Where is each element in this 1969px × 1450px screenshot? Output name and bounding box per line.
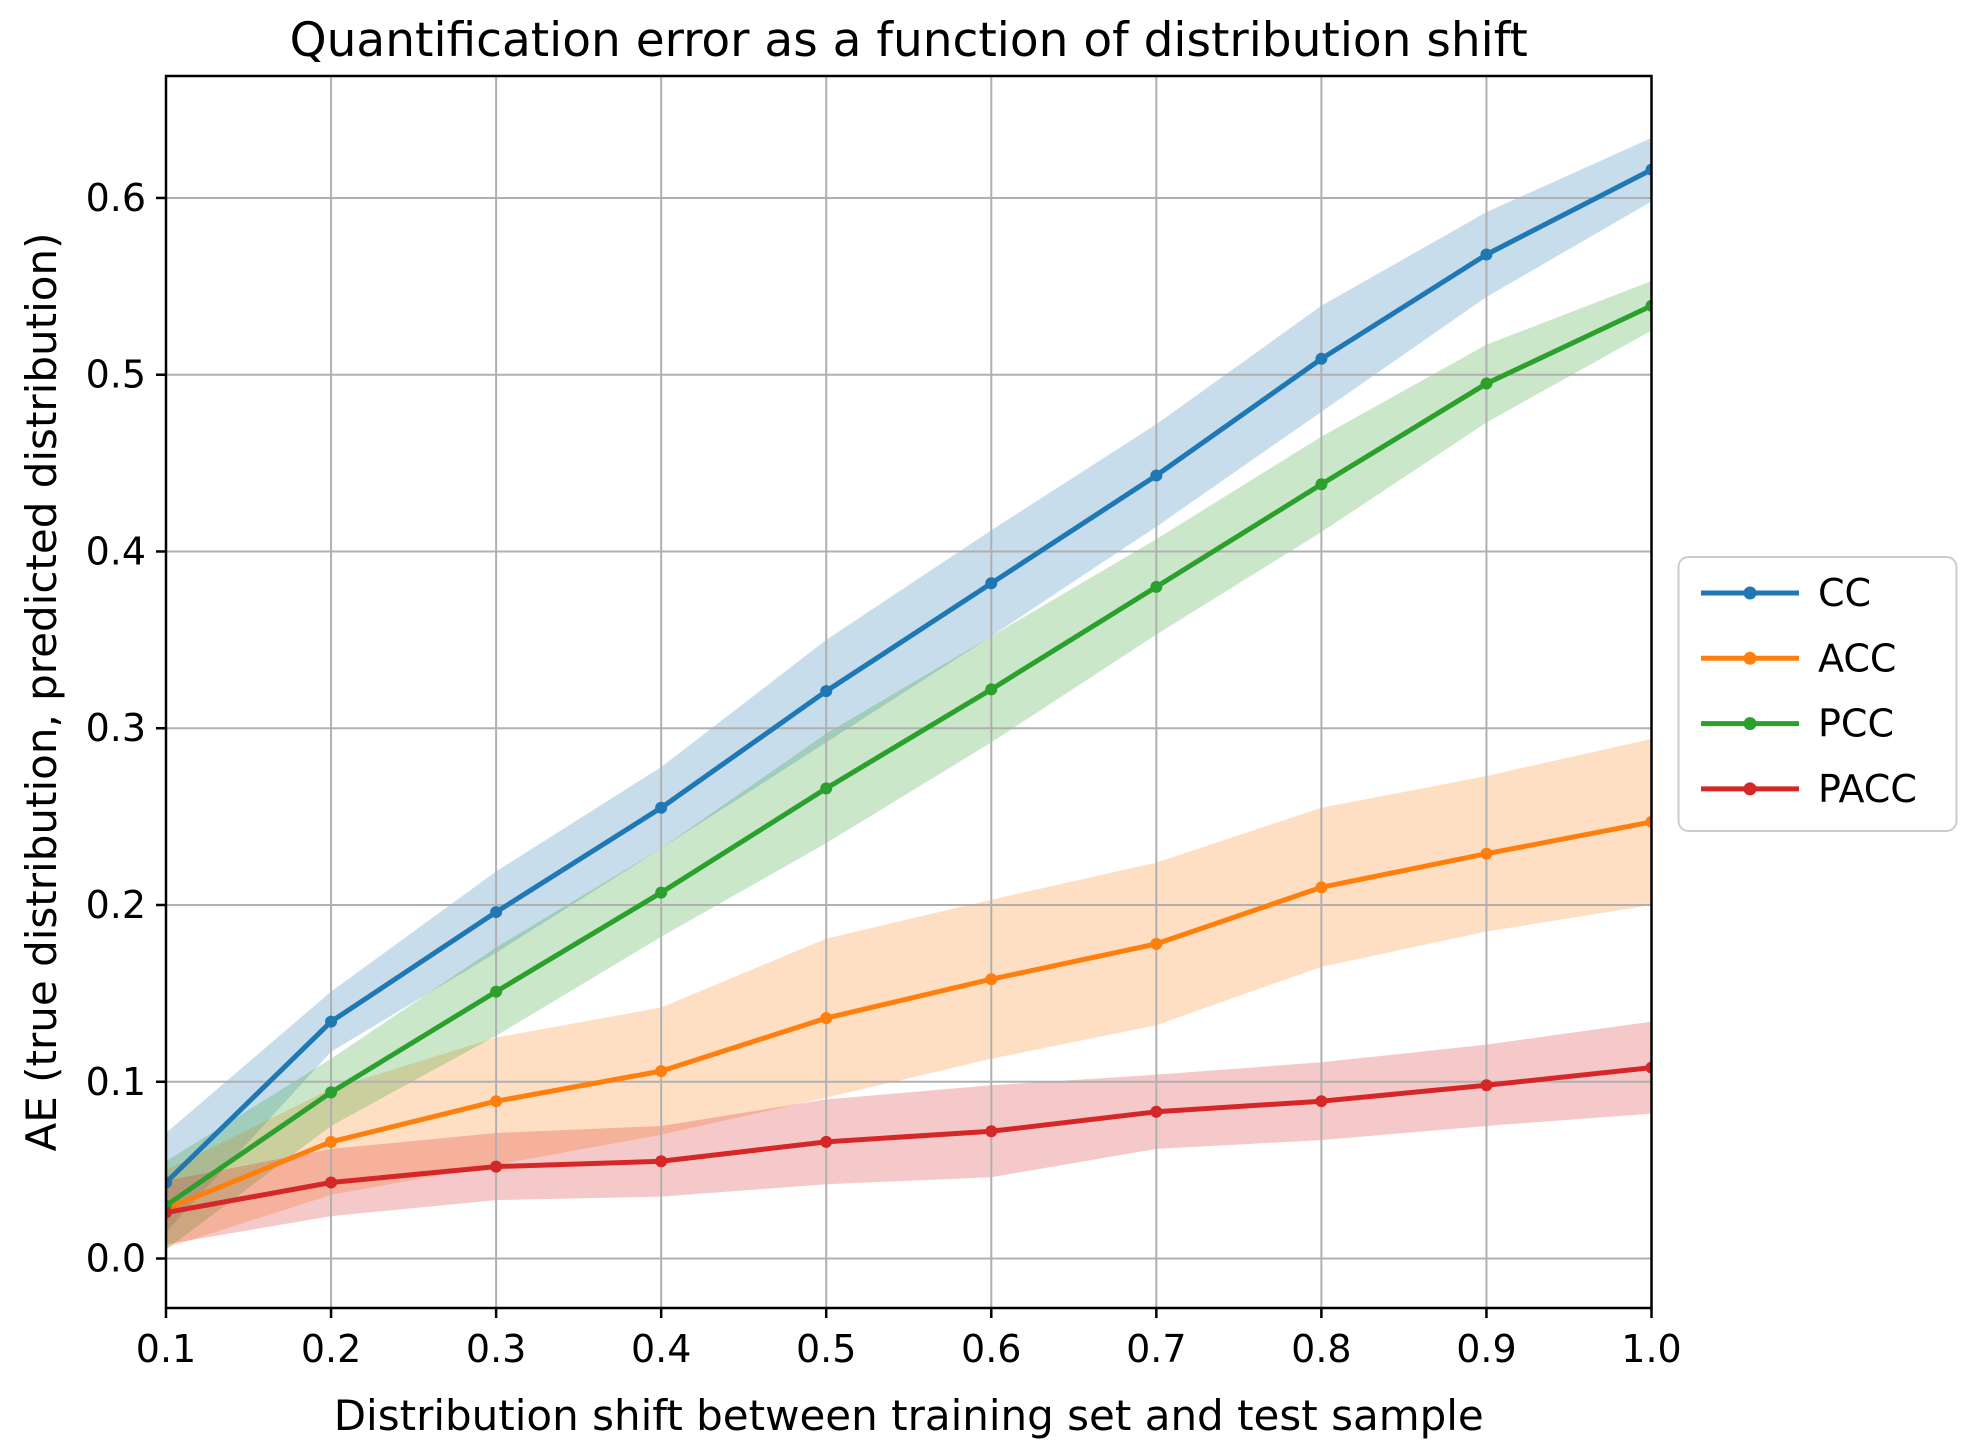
acc-legend-label: ACC <box>1818 636 1896 680</box>
acc-marker <box>1315 881 1328 894</box>
x-tick-label: 0.2 <box>301 1327 361 1371</box>
acc-marker <box>655 1065 668 1078</box>
ticks: 0.1 0.2 0.3 0.4 0.5 0.6 0.7 0.8 0.9 1.0 0.0 0.1 0.2 0… <box>86 176 1682 1371</box>
y-tick-label: 0.3 <box>86 706 146 750</box>
pcc-line <box>166 303 1652 1208</box>
cc-line <box>166 167 1652 1186</box>
pcc-marker <box>985 683 998 696</box>
y-tick-label: 0.0 <box>86 1237 146 1281</box>
pacc-marker <box>166 1206 172 1219</box>
x-tick-label: 0.9 <box>1456 1327 1516 1371</box>
pcc-marker <box>325 1086 338 1099</box>
pacc-legend-marker <box>1743 782 1757 796</box>
y-tick-label: 0.2 <box>86 883 146 927</box>
pcc-marker <box>1480 377 1493 390</box>
acc-line <box>166 819 1652 1212</box>
axes-spines <box>164 74 1653 1310</box>
cc-marker <box>820 685 833 698</box>
pacc-marker <box>1645 1061 1652 1074</box>
y-tick-label: 0.5 <box>86 353 146 397</box>
pcc-marker <box>655 886 668 899</box>
legend-item-pcc: PCC <box>1701 702 1894 746</box>
cc-legend-marker <box>1743 586 1757 600</box>
pcc-marker <box>1645 299 1652 312</box>
pacc-legend-label: PACC <box>1818 767 1917 811</box>
cc-marker <box>325 1015 338 1028</box>
pacc-marker <box>490 1160 503 1173</box>
x-tick-label: 0.6 <box>961 1327 1021 1371</box>
pcc-legend-marker <box>1743 717 1757 731</box>
data-series <box>166 163 1652 1219</box>
acc-marker <box>820 1012 833 1025</box>
acc-marker <box>490 1095 503 1108</box>
cc-legend-label: CC <box>1818 571 1871 615</box>
acc-legend-marker <box>1743 651 1757 665</box>
acc-marker <box>325 1135 338 1148</box>
acc-marker <box>1480 847 1493 860</box>
pcc-marker <box>820 782 833 795</box>
acc-marker <box>1150 937 1163 950</box>
pacc-marker <box>1315 1095 1328 1108</box>
y-axis-label: AE (true distribution, predicted distrib… <box>17 233 66 1152</box>
acc-marker <box>985 973 998 986</box>
cc-marker <box>1150 469 1163 482</box>
x-tick-label: 0.1 <box>136 1327 196 1371</box>
legend-item-acc: ACC <box>1701 636 1896 680</box>
cc-marker <box>1480 248 1493 261</box>
legend: CC ACC PCC PACC <box>1677 556 1958 832</box>
y-tick-label: 0.4 <box>86 529 146 573</box>
x-tick-label: 0.7 <box>1126 1327 1186 1371</box>
cc-confidence-band <box>166 137 1652 1232</box>
pacc-marker <box>1480 1079 1493 1092</box>
pacc-marker <box>655 1155 668 1168</box>
x-axis-label: Distribution shift between training set … <box>334 1391 1484 1440</box>
pacc-marker <box>325 1176 338 1189</box>
cc-marker <box>1645 163 1652 176</box>
pcc-marker <box>1315 478 1328 491</box>
cc-marker <box>490 906 503 919</box>
x-tick-label: 0.5 <box>796 1327 856 1371</box>
y-tick-label: 0.6 <box>86 176 146 220</box>
cc-marker <box>985 577 998 590</box>
confidence-bands <box>166 137 1652 1250</box>
cc-marker <box>166 1176 172 1189</box>
pacc-marker <box>985 1125 998 1138</box>
y-tick-label: 0.1 <box>86 1060 146 1104</box>
x-tick-label: 1.0 <box>1621 1327 1681 1371</box>
acc-marker <box>1645 815 1652 828</box>
x-tick-label: 0.8 <box>1291 1327 1351 1371</box>
acc-confidence-band <box>166 738 1652 1248</box>
legend-box <box>1677 556 1958 832</box>
pacc-marker <box>820 1135 833 1148</box>
legend-item-pacc: PACC <box>1701 767 1917 811</box>
x-tick-label: 0.3 <box>466 1327 526 1371</box>
legend-item-cc: CC <box>1701 571 1871 615</box>
pacc-marker <box>1150 1105 1163 1118</box>
chart-title: Quantification error as a function of di… <box>290 13 1528 68</box>
pcc-legend-label: PCC <box>1818 702 1894 746</box>
pcc-marker <box>490 985 503 998</box>
pacc-line <box>166 1065 1652 1216</box>
x-tick-label: 0.4 <box>631 1327 691 1371</box>
pcc-marker <box>1150 580 1163 593</box>
pacc-confidence-band <box>166 1021 1652 1245</box>
cc-marker <box>655 801 668 814</box>
cc-marker <box>1315 352 1328 365</box>
pcc-confidence-band <box>166 281 1652 1250</box>
